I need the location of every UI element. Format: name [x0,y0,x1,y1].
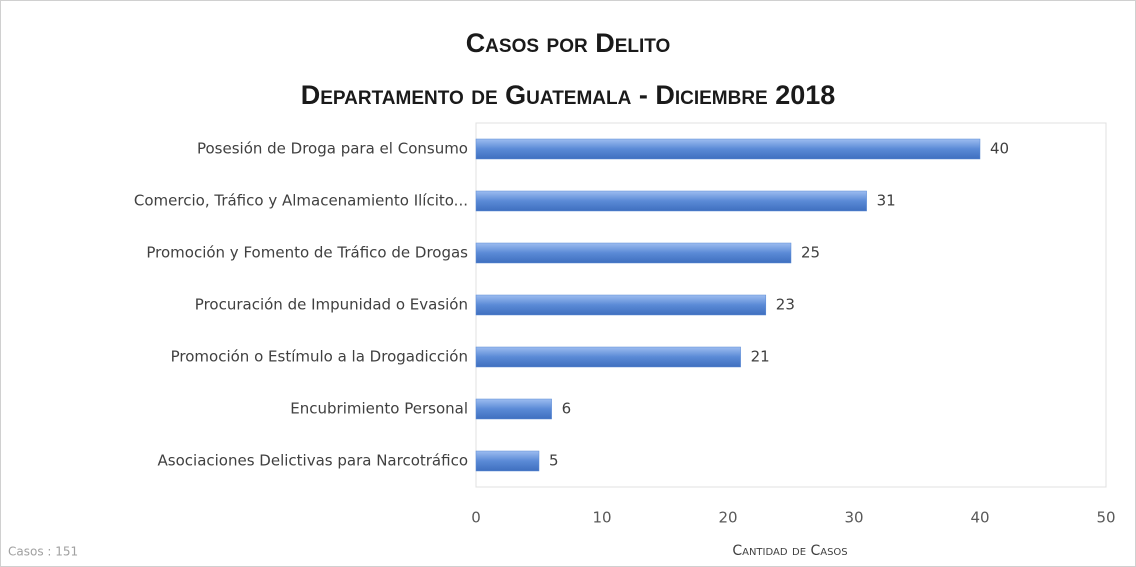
y-tick-label: Comercio, Tráfico y Almacenamiento Ilíci… [134,192,468,210]
data-label: 21 [751,348,770,366]
y-tick-label: Encubrimiento Personal [290,400,468,418]
x-tick-label: 40 [970,509,989,527]
y-tick-label: Procuración de Impunidad o Evasión [195,296,468,314]
bar [475,450,540,472]
y-tick-label: Promoción y Fomento de Tráfico de Drogas [146,244,468,262]
chart-title: Casos por Delito [466,28,671,58]
x-tick-label: 0 [471,509,481,527]
bar [475,294,767,316]
bar [475,346,741,368]
data-label: 6 [562,400,572,418]
x-tick-label: 30 [844,509,863,527]
x-tick-label: 20 [718,509,737,527]
x-tick-label: 10 [592,509,611,527]
y-tick-label: Asociaciones Delictivas para Narcotráfic… [158,452,468,470]
data-label: 5 [549,452,559,470]
bar [475,190,867,212]
y-tick-label: Posesión de Droga para el Consumo [197,140,468,158]
chart-subtitle: Departamento de Guatemala - Diciembre 20… [301,80,836,110]
bar [475,138,981,160]
data-label: 40 [990,140,1009,158]
annotation: Casos : 151 [8,545,78,559]
x-tick-label: 50 [1096,509,1115,527]
data-label: 25 [801,244,820,262]
x-axis-label: Cantidad de Casos [732,543,847,559]
bar [475,398,552,420]
bar [475,242,792,264]
data-label: 31 [877,192,896,210]
data-label: 23 [776,296,795,314]
y-tick-label: Promoción o Estímulo a la Drogadicción [171,348,468,366]
